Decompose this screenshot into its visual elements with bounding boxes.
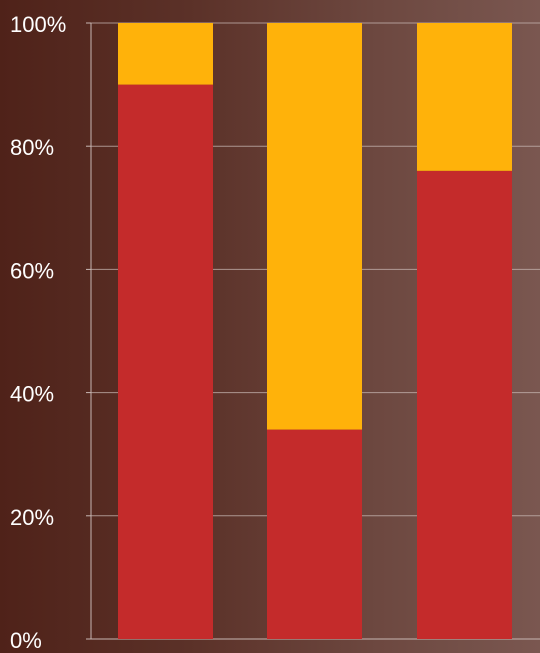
y-tick-label-2: 40% bbox=[10, 382, 54, 407]
y-tick-label-4: 80% bbox=[10, 135, 54, 160]
bar-0-segment-0 bbox=[118, 84, 213, 640]
bar-1-segment-0 bbox=[267, 429, 362, 639]
y-tick-label-1: 20% bbox=[10, 505, 54, 530]
y-tick-label-5: 100% bbox=[10, 12, 66, 37]
bar-2-segment-1 bbox=[417, 23, 512, 171]
bar-2-segment-0 bbox=[417, 170, 512, 639]
y-tick-label-3: 60% bbox=[10, 258, 54, 283]
bar-0-segment-1 bbox=[118, 23, 213, 85]
y-tick-label-0: 0% bbox=[10, 628, 42, 653]
bar-1-segment-1 bbox=[267, 23, 362, 430]
